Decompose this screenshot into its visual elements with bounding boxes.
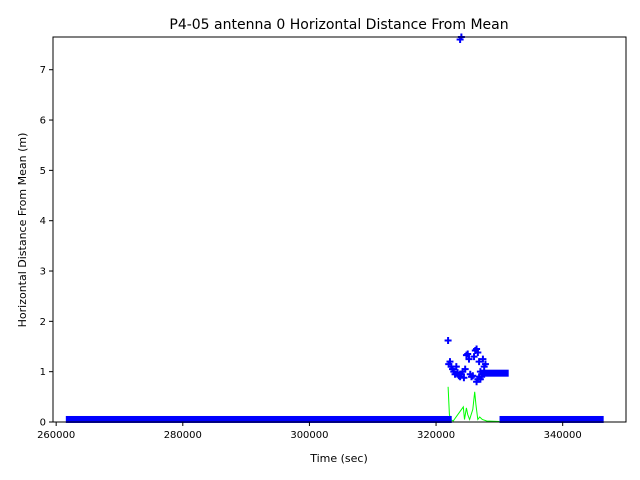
- distance-point: [469, 372, 477, 380]
- distance-point: [479, 355, 487, 363]
- y-tick-label: 5: [40, 166, 46, 177]
- x-tick-label: 300000: [290, 430, 328, 441]
- x-tick-label: 280000: [164, 430, 202, 441]
- distance-point: [462, 351, 470, 359]
- y-tick-label: 2: [40, 317, 46, 328]
- distance-point: [464, 350, 472, 358]
- distance-point: [473, 345, 481, 353]
- distance-point-band: [65, 415, 452, 423]
- distance-point: [446, 358, 454, 366]
- distance-point: [465, 355, 473, 363]
- y-tick-label: 7: [40, 65, 46, 76]
- distance-point: [460, 374, 468, 382]
- plot-frame: [52, 36, 627, 423]
- distance-point: [468, 373, 476, 381]
- distance-point: [475, 358, 483, 366]
- distance-point: [474, 349, 482, 357]
- chart-title: P4-05 antenna 0 Horizontal Distance From…: [169, 17, 508, 33]
- x-axis: 260000 280000 300000 320000 340000: [37, 422, 582, 441]
- y-axis: 0 1 2 3 4 5 6 7: [40, 65, 53, 429]
- y-tick-label: 4: [40, 216, 46, 227]
- distance-point: [470, 353, 478, 361]
- x-tick-label: 340000: [544, 430, 582, 441]
- x-tick-label: 260000: [37, 430, 75, 441]
- distance-point: [461, 365, 469, 373]
- distance-point: [452, 363, 460, 371]
- y-tick-label: 3: [40, 267, 46, 278]
- distance-point: [476, 368, 484, 376]
- distance-point-band: [480, 369, 509, 377]
- distance-point: [481, 360, 489, 368]
- y-tick-label: 1: [40, 367, 46, 378]
- x-tick-label: 320000: [417, 430, 455, 441]
- y-tick-label: 0: [40, 418, 46, 429]
- y-tick-label: 6: [40, 116, 46, 127]
- y-axis-label: Horizontal Distance From Mean (m): [16, 133, 29, 328]
- distance-point: [444, 336, 452, 344]
- x-axis-label: Time (sec): [309, 452, 368, 465]
- plot-area: [65, 33, 604, 423]
- distance-point: [475, 373, 483, 381]
- distance-point-band: [499, 415, 604, 423]
- error-series-line: [447, 386, 500, 422]
